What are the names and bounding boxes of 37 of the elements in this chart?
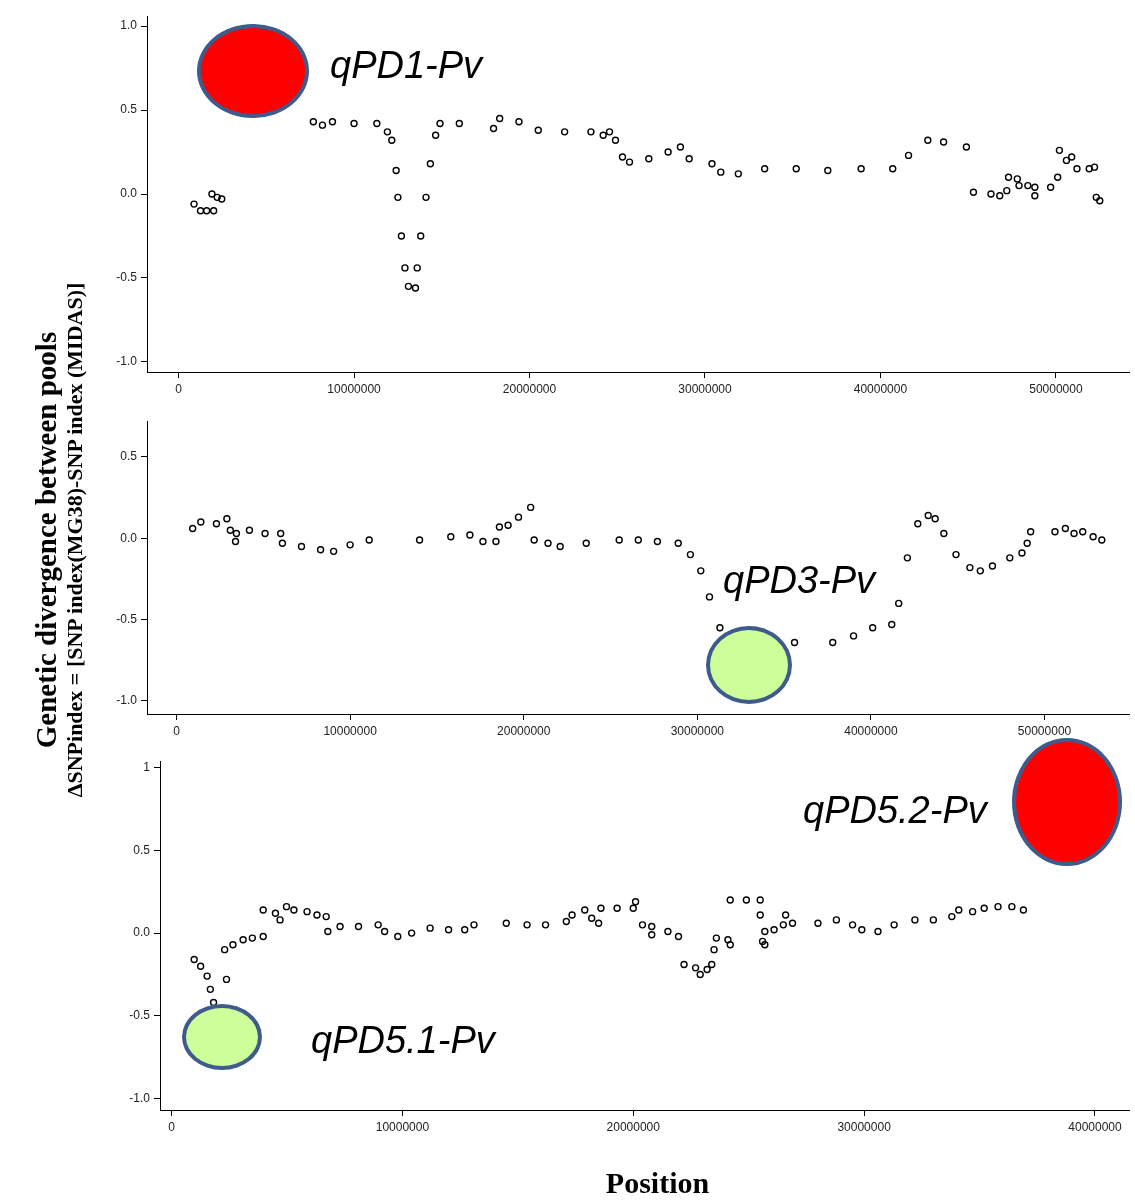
- x-axis-title: Position: [604, 1166, 711, 1200]
- y-tick-label: -0.5: [116, 270, 138, 285]
- y-tick-label: 0.5: [133, 842, 151, 857]
- x-tick-label: 0: [173, 723, 181, 738]
- x-tick-label: 50000000: [1017, 723, 1072, 738]
- x-tick-label: 10000000: [327, 381, 382, 396]
- x-tick-label: 50000000: [1029, 381, 1083, 396]
- x-tick-label: 30000000: [670, 723, 725, 738]
- annotation: qPD3-Pv: [723, 558, 876, 603]
- y-tick-label: -1.0: [129, 1090, 151, 1105]
- x-tick-label: 20000000: [606, 1119, 661, 1134]
- y-tick-label: 0.0: [120, 186, 138, 201]
- x-tick-label: 30000000: [837, 1119, 892, 1134]
- y-tick-label: -0.5: [129, 1008, 151, 1023]
- x-tick-label: 40000000: [853, 381, 908, 396]
- x-tick-label: 40000000: [844, 723, 898, 738]
- x-tick-label: 10000000: [323, 723, 378, 738]
- y-tick-label: -1.0: [116, 354, 138, 369]
- y-tick-label: 1: [143, 760, 151, 775]
- y-tick-label: 0.5: [120, 102, 138, 117]
- x-tick-label: 20000000: [497, 723, 551, 738]
- y-tick-label: -0.5: [116, 611, 138, 626]
- x-tick-label: 0: [168, 1119, 176, 1134]
- y-tick-label: 0.0: [133, 925, 151, 940]
- x-tick-label: 40000000: [1068, 1119, 1122, 1134]
- annotation: qPD5.2-Pv: [803, 788, 987, 833]
- y-tick-label: 0.0: [120, 530, 138, 545]
- y-tick-label: -1.0: [116, 693, 138, 708]
- annotation: qPD1-Pv: [330, 43, 483, 88]
- y-tick-label: 1.0: [120, 18, 138, 33]
- x-tick-label: 20000000: [502, 381, 557, 396]
- annotation: qPD5.1-Pv: [311, 1018, 495, 1063]
- y-tick-label: 0.5: [120, 449, 138, 464]
- x-tick-label: 10000000: [375, 1119, 430, 1134]
- x-tick-label: 30000000: [678, 381, 732, 396]
- x-tick-label: 0: [175, 381, 183, 396]
- y-axis-title: Genetic divergence between pools ΔSNPindex = [SNP index(MG38)-SNP index (MIDAS)]: [30, 281, 88, 800]
